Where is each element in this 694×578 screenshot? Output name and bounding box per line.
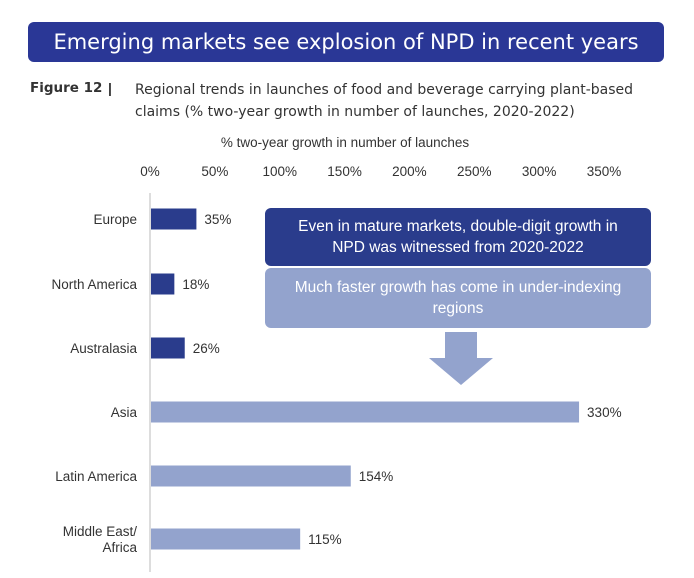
category-label: Middle East/ [63, 524, 138, 539]
x-tick-label: 250% [457, 164, 492, 179]
data-label: 154% [359, 469, 394, 484]
banner-title: Emerging markets see explosion of NPD in… [28, 22, 664, 62]
bar [151, 401, 580, 423]
x-tick-label: 100% [262, 164, 297, 179]
data-label: 18% [182, 277, 209, 292]
callout-mature-markets: Even in mature markets, double-digit gro… [265, 208, 651, 266]
bar [151, 273, 175, 295]
data-label: 330% [587, 405, 622, 420]
x-axis-title: % two-year growth in number of launches [221, 135, 470, 150]
data-label: 115% [308, 532, 342, 547]
category-label: Europe [93, 212, 137, 227]
down-arrow-icon [429, 332, 493, 385]
x-tick-label: 350% [587, 164, 622, 179]
data-label: 35% [204, 212, 231, 227]
category-label: Latin America [55, 469, 137, 484]
figure-label: Figure 12 [30, 80, 103, 96]
x-tick-label: 0% [140, 164, 160, 179]
bar [151, 528, 301, 550]
bar [151, 465, 351, 487]
figure-caption: Regional trends in launches of food and … [135, 82, 634, 120]
category-label: Australasia [70, 341, 137, 356]
x-tick-label: 150% [327, 164, 362, 179]
callout-mature-text: Even in mature markets, double-digit gro… [298, 218, 618, 256]
data-label: 26% [193, 341, 220, 356]
bar [151, 337, 185, 359]
x-tick-label: 300% [522, 164, 557, 179]
figure-separator: | [108, 80, 112, 96]
x-tick-label: 50% [201, 164, 228, 179]
category-label: Africa [102, 540, 137, 555]
x-tick-label: 200% [392, 164, 427, 179]
category-label: Asia [111, 405, 138, 420]
category-label: North America [51, 277, 137, 292]
callout-faster-text: Much faster growth has come in under-ind… [294, 279, 622, 317]
callout-under-indexing: Much faster growth has come in under-ind… [265, 268, 651, 328]
bar [151, 208, 197, 230]
